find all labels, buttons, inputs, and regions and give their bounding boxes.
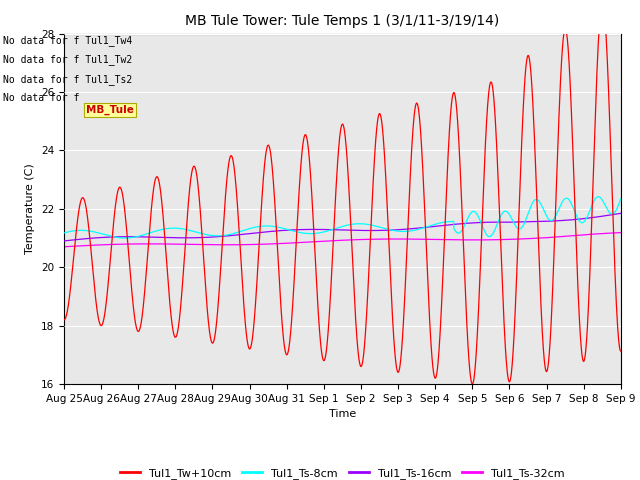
Text: No data for f: No data for f [3,93,79,103]
Text: No data for f Tul1_Ts2: No data for f Tul1_Ts2 [3,73,132,84]
Text: No data for f Tul1_Tw2: No data for f Tul1_Tw2 [3,54,132,65]
Legend: Tul1_Tw+10cm, Tul1_Ts-8cm, Tul1_Ts-16cm, Tul1_Ts-32cm: Tul1_Tw+10cm, Tul1_Ts-8cm, Tul1_Ts-16cm,… [115,464,570,480]
Text: MB_Tule: MB_Tule [86,105,134,115]
Text: No data for f Tul1_Tw4: No data for f Tul1_Tw4 [3,35,132,46]
Title: MB Tule Tower: Tule Temps 1 (3/1/11-3/19/14): MB Tule Tower: Tule Temps 1 (3/1/11-3/19… [185,14,500,28]
X-axis label: Time: Time [329,409,356,419]
Y-axis label: Temperature (C): Temperature (C) [26,163,35,254]
